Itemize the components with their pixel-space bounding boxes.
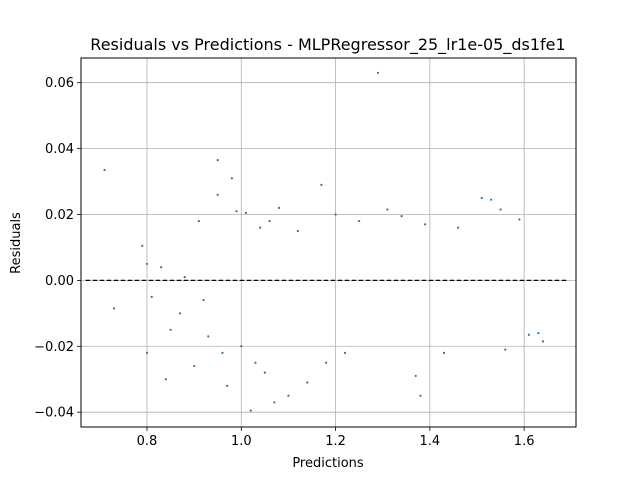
x-tick-label: 1.2 xyxy=(325,434,346,449)
data-point xyxy=(112,307,116,310)
x-tick-label: 1.0 xyxy=(231,434,252,449)
data-point xyxy=(216,159,219,162)
data-point xyxy=(480,196,483,200)
data-point xyxy=(442,351,446,354)
data-point xyxy=(320,183,323,186)
data-point xyxy=(541,340,545,343)
data-point xyxy=(254,361,257,364)
data-point xyxy=(499,208,502,211)
data-point xyxy=(527,333,530,336)
data-point xyxy=(414,374,417,378)
data-point xyxy=(263,371,266,374)
data-point xyxy=(240,345,243,348)
data-point xyxy=(164,378,167,381)
data-point xyxy=(103,168,106,172)
x-tick-label: 1.4 xyxy=(420,434,441,449)
data-point xyxy=(244,211,248,214)
y-tick-label: 0.00 xyxy=(45,274,74,289)
data-point xyxy=(193,364,196,368)
data-point xyxy=(197,219,200,223)
data-point xyxy=(178,312,182,315)
data-point xyxy=(306,381,309,384)
data-point xyxy=(207,335,210,338)
data-point xyxy=(145,351,149,354)
data-point xyxy=(457,226,460,229)
data-point xyxy=(273,401,276,404)
data-point xyxy=(169,328,172,331)
data-point xyxy=(490,198,493,201)
y-axis-ticks: −0.04 −0.02 0.00 0.02 0.04 0.06 xyxy=(34,76,81,421)
data-points xyxy=(103,71,545,412)
data-point xyxy=(296,229,299,233)
y-tick-label: −0.04 xyxy=(34,406,74,421)
data-point xyxy=(160,266,163,269)
data-point xyxy=(343,351,347,354)
data-point xyxy=(277,206,281,210)
grid xyxy=(81,58,576,427)
data-point xyxy=(376,71,380,74)
data-point xyxy=(183,275,186,279)
data-point xyxy=(358,219,361,223)
data-point xyxy=(287,394,290,397)
data-point xyxy=(226,384,229,387)
chart-title: Residuals vs Predictions - MLPRegressor_… xyxy=(90,35,565,55)
y-tick-label: 0.06 xyxy=(45,76,74,91)
data-point xyxy=(504,348,507,351)
data-point xyxy=(221,351,224,354)
data-point xyxy=(419,394,422,397)
data-point xyxy=(216,193,219,196)
data-point xyxy=(249,409,252,412)
y-tick-label: −0.02 xyxy=(34,340,74,355)
data-point xyxy=(202,299,205,302)
data-point xyxy=(268,219,271,223)
data-point xyxy=(334,213,337,216)
x-tick-label: 1.6 xyxy=(514,434,535,449)
x-axis-label: Predictions xyxy=(292,456,364,471)
data-point xyxy=(325,361,328,364)
x-axis-ticks: 0.8 1.0 1.2 1.4 1.6 xyxy=(137,427,535,449)
y-tick-label: 0.04 xyxy=(45,142,74,157)
data-point xyxy=(400,215,403,218)
data-point xyxy=(537,332,540,335)
x-tick-label: 0.8 xyxy=(137,434,158,449)
plot-frame xyxy=(80,57,577,428)
data-point xyxy=(230,177,233,180)
data-point xyxy=(141,244,144,247)
data-point xyxy=(150,295,153,298)
data-point xyxy=(235,210,238,213)
data-point xyxy=(386,208,389,211)
data-point xyxy=(518,218,521,221)
y-tick-label: 0.02 xyxy=(45,208,74,223)
data-point xyxy=(424,223,427,226)
data-point xyxy=(259,226,262,229)
data-point xyxy=(145,262,149,266)
y-axis-label: Residuals xyxy=(9,212,24,274)
